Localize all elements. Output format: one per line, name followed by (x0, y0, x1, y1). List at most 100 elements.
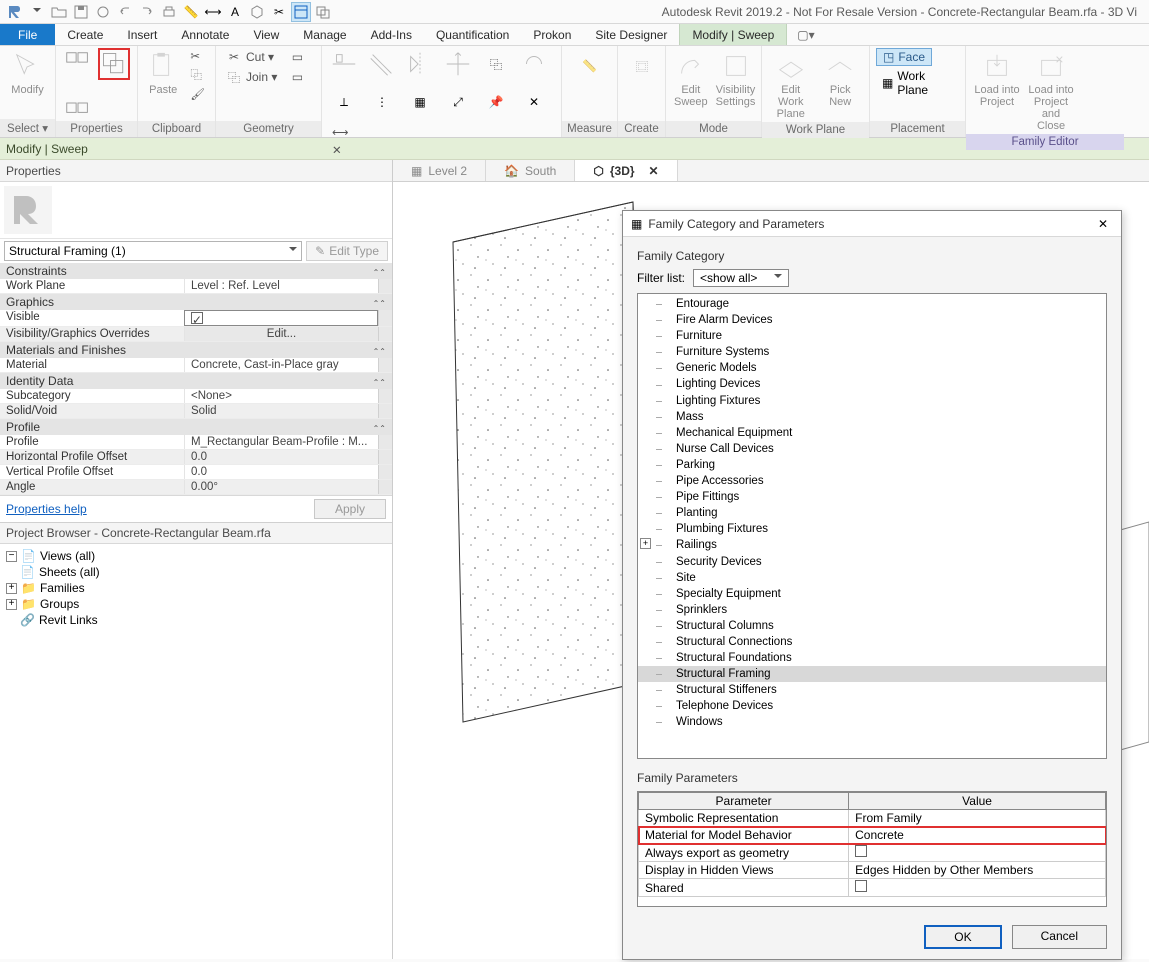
dropdown-icon[interactable] (27, 2, 47, 22)
text-icon[interactable]: A (225, 2, 245, 22)
category-item[interactable]: Structural Connections (638, 634, 1106, 650)
tab-view[interactable]: View (241, 24, 291, 45)
edit-sweep-button[interactable]: Edit Sweep (672, 48, 710, 110)
cope-icon[interactable]: ▭ (285, 48, 309, 66)
tree-expand-icon[interactable]: − (6, 551, 17, 562)
ok-button[interactable]: OK (924, 925, 1001, 949)
view-tab-south[interactable]: 🏠South (486, 160, 575, 181)
apply-button[interactable]: Apply (314, 499, 386, 519)
face-button[interactable]: ◳Face (876, 48, 932, 66)
param-value[interactable]: From Family (849, 810, 1106, 827)
revit-logo-icon[interactable] (5, 2, 25, 22)
category-item[interactable]: Nurse Call Devices (638, 441, 1106, 457)
align-icon[interactable] (328, 48, 360, 80)
category-item[interactable]: Pipe Fittings (638, 489, 1106, 505)
view-tab-3d[interactable]: ⬡{3D}✕ (575, 160, 677, 181)
scale-icon[interactable]: ⤢ (442, 86, 474, 118)
category-item[interactable]: Site (638, 570, 1106, 586)
measure-icon[interactable]: 📏 (181, 2, 201, 22)
category-item[interactable]: Railings (638, 537, 1106, 553)
type-properties-button[interactable] (62, 87, 94, 119)
param-row[interactable]: Material for Model BehaviorConcrete (639, 827, 1106, 844)
prop-visible-value[interactable]: ✓ (184, 310, 378, 326)
array-icon[interactable]: ▦ (404, 86, 436, 118)
prop-vg-value[interactable]: Edit... (184, 327, 378, 341)
pick-new-button[interactable]: Pick New (818, 48, 864, 110)
match-icon[interactable]: 🖌 (186, 86, 209, 102)
redo-icon[interactable] (137, 2, 157, 22)
tab-insert[interactable]: Insert (115, 24, 169, 45)
join-geom-button[interactable]: ⿻Join ▾ (222, 68, 281, 86)
param-value[interactable]: Concrete (849, 827, 1106, 844)
param-row[interactable]: Display in Hidden ViewsEdges Hidden by O… (639, 862, 1106, 879)
close-tab-icon[interactable]: ✕ (649, 164, 659, 178)
edit-workplane-button[interactable]: Edit Work Plane (768, 48, 814, 122)
cut-clipboard-icon[interactable]: ✂ (186, 48, 209, 64)
cancel-button[interactable]: Cancel (1012, 925, 1107, 949)
print-icon[interactable] (159, 2, 179, 22)
trim-icon[interactable]: ⟂ (328, 86, 360, 118)
split-icon[interactable]: ▭ (285, 68, 309, 86)
section-constraints[interactable]: Constraints (0, 263, 392, 279)
category-item[interactable]: Generic Models (638, 360, 1106, 376)
tree-views[interactable]: Views (all) (40, 549, 95, 563)
mirror-icon[interactable] (404, 48, 436, 80)
prop-work-plane-value[interactable]: Level : Ref. Level (184, 279, 378, 293)
param-value[interactable] (849, 844, 1106, 862)
category-item[interactable]: Fire Alarm Devices (638, 312, 1106, 328)
category-item[interactable]: Plumbing Fixtures (638, 521, 1106, 537)
prop-angle-value[interactable]: 0.00° (184, 480, 378, 494)
category-list[interactable]: EntourageFire Alarm DevicesFurnitureFurn… (637, 293, 1107, 759)
family-category-button[interactable] (98, 48, 130, 80)
load-close-button[interactable]: Load into Project and Close (1026, 48, 1076, 134)
tree-families[interactable]: Families (40, 581, 85, 595)
param-row[interactable]: Always export as geometry (639, 844, 1106, 862)
edit-type-button[interactable]: ✎Edit Type (306, 241, 388, 261)
category-item[interactable]: Entourage (638, 296, 1106, 312)
type-selector-combo[interactable]: Structural Framing (1) (4, 241, 302, 261)
tree-expand-icon[interactable]: + (6, 599, 17, 610)
category-item[interactable]: Structural Columns (638, 618, 1106, 634)
workplane-button[interactable]: ▦Work Plane (876, 68, 959, 98)
section-profile[interactable]: Profile (0, 419, 392, 435)
tree-revit-links[interactable]: Revit Links (39, 613, 98, 627)
category-item[interactable]: Specialty Equipment (638, 586, 1106, 602)
prop-solidvoid-value[interactable]: Solid (184, 404, 378, 418)
param-row[interactable]: Shared (639, 879, 1106, 897)
param-value[interactable]: Edges Hidden by Other Members (849, 862, 1106, 879)
category-item[interactable]: Furniture (638, 328, 1106, 344)
copy-icon[interactable]: ⿻ (480, 48, 512, 80)
view-tab-level2[interactable]: ▦Level 2 (393, 160, 486, 181)
tab-manage[interactable]: Manage (291, 24, 358, 45)
dialog-close-icon[interactable]: ✕ (1093, 214, 1113, 234)
properties-help-link[interactable]: Properties help (6, 502, 87, 516)
filter-list-combo[interactable]: <show all> (693, 269, 789, 287)
dim-icon[interactable]: ⟷ (203, 2, 223, 22)
category-item[interactable]: Sprinklers (638, 602, 1106, 618)
tab-addins[interactable]: Add-Ins (359, 24, 424, 45)
tab-prokon[interactable]: Prokon (521, 24, 583, 45)
modify-tool-button[interactable]: Modify (3, 48, 53, 98)
category-item[interactable]: Mechanical Equipment (638, 425, 1106, 441)
prop-material-value[interactable]: Concrete, Cast-in-Place gray (184, 358, 378, 372)
move-icon[interactable] (442, 48, 474, 80)
category-item[interactable]: Furniture Systems (638, 344, 1106, 360)
category-item[interactable]: Lighting Devices (638, 376, 1106, 392)
create-group-button[interactable]: ⿴ (624, 48, 660, 84)
param-value[interactable] (849, 879, 1106, 897)
measure-button[interactable]: 📏 (568, 48, 611, 84)
pin-icon[interactable]: 📌 (480, 86, 512, 118)
tree-groups[interactable]: Groups (40, 597, 79, 611)
tab-quantification[interactable]: Quantification (424, 24, 521, 45)
prop-profile-value[interactable]: M_Rectangular Beam-Profile : M... (184, 435, 378, 449)
ribbon-extra-icon[interactable]: ▢▾ (797, 24, 814, 45)
tree-sheets[interactable]: Sheets (all) (39, 565, 100, 579)
category-item[interactable]: Parking (638, 457, 1106, 473)
category-item[interactable]: Security Devices (638, 554, 1106, 570)
prop-vpo-value[interactable]: 0.0 (184, 465, 378, 479)
load-project-button[interactable]: Load into Project (972, 48, 1022, 110)
tab-annotate[interactable]: Annotate (169, 24, 241, 45)
tab-create[interactable]: Create (55, 24, 115, 45)
delete-icon[interactable]: ✕ (518, 86, 550, 118)
copy-clipboard-icon[interactable]: ⿻ (186, 66, 209, 84)
